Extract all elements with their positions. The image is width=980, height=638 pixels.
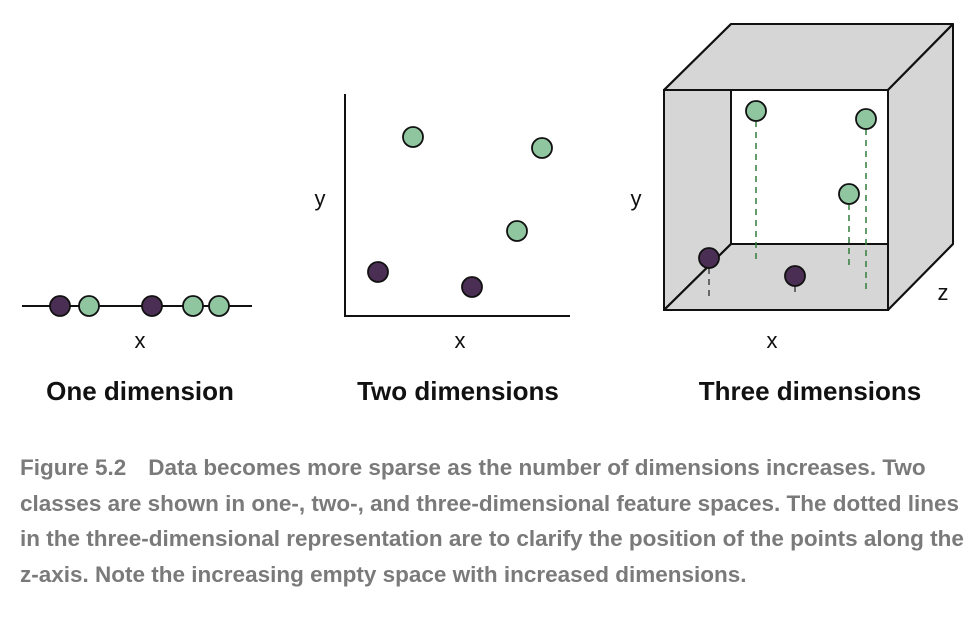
figure-diagram: x One dimension y x Two dimensions <box>22 23 954 406</box>
one-d-point-class-b <box>141 295 163 317</box>
figure-caption: Figure 5.2 Data becomes more sparse as th… <box>20 450 970 592</box>
cube-front-frame <box>663 89 889 311</box>
two-d-x-label: x <box>455 328 466 353</box>
caption-label: Figure 5.2 <box>20 455 127 480</box>
three-d-title: Three dimensions <box>699 376 922 406</box>
three-d-y-label: y <box>631 186 642 211</box>
one-d-x-label: x <box>135 328 146 353</box>
cube-inner-edge <box>663 243 732 311</box>
one-d-point-class-a <box>182 295 204 317</box>
one-d-point-class-a <box>208 295 230 317</box>
one-d-title: One dimension <box>46 376 234 406</box>
two-d-point-class-a <box>506 220 528 242</box>
two-d-point-class-a <box>531 137 553 159</box>
three-d-point-class-a <box>855 108 877 130</box>
two-d-title: Two dimensions <box>357 376 559 406</box>
caption-text: Data becomes more sparse as the number o… <box>20 455 964 587</box>
panel-one-dimension: x One dimension <box>22 295 252 406</box>
two-d-point-class-b <box>367 261 389 283</box>
cube-outer-edge <box>663 23 732 91</box>
two-d-point-class-a <box>402 126 424 148</box>
three-d-point-class-a <box>838 183 860 205</box>
two-d-y-label: y <box>315 186 326 211</box>
one-d-point-class-b <box>49 295 71 317</box>
two-d-point-class-b <box>461 276 483 298</box>
one-d-point-class-a <box>78 295 100 317</box>
three-d-x-label: x <box>767 328 778 353</box>
three-d-point-class-a <box>745 100 767 122</box>
cube-outer-edge <box>887 23 954 91</box>
panel-three-dimensions: y x z Three dimensions <box>631 23 954 406</box>
three-d-z-label: z <box>938 280 949 305</box>
three-d-point-class-b <box>698 247 720 269</box>
panel-two-dimensions: y x Two dimensions <box>315 94 570 406</box>
three-d-point-class-b <box>784 265 806 287</box>
cube-outer-edge <box>887 243 954 311</box>
